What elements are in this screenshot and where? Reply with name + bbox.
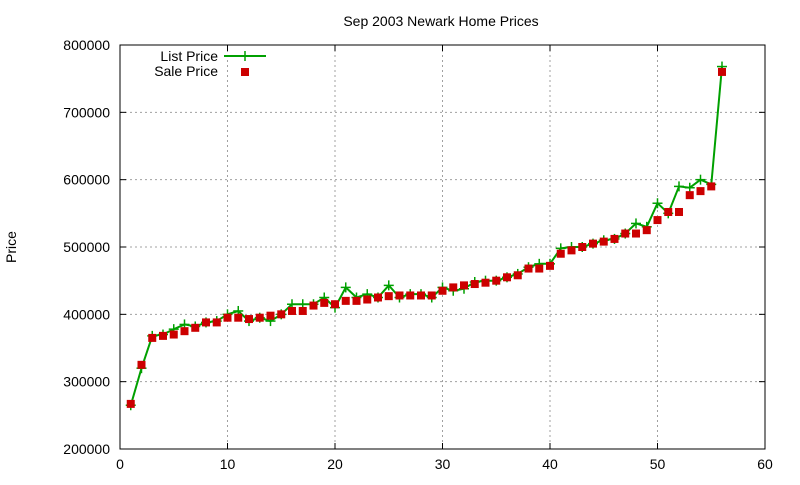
sale-price-point	[621, 229, 630, 238]
sale-price-point	[481, 278, 490, 287]
x-tick-label: 50	[650, 456, 666, 472]
sale-price-point	[374, 293, 382, 302]
sale-price-point	[137, 360, 146, 369]
list-price-point	[631, 218, 641, 229]
list-price-point	[340, 282, 351, 293]
sale-price-point	[180, 327, 189, 336]
legend-sale-price-label: Sale Price	[154, 63, 218, 79]
sale-price-point	[169, 330, 178, 339]
sale-price-point	[277, 310, 286, 319]
list-price-point	[674, 181, 684, 192]
sale-price-point	[449, 283, 458, 292]
sale-price-point	[642, 226, 651, 235]
sale-price-point	[148, 333, 157, 342]
sale-price-point	[309, 301, 318, 310]
sale-price-point	[632, 229, 640, 238]
sale-price-point	[363, 295, 372, 304]
sale-price-point	[567, 246, 576, 255]
sale-price-point	[352, 296, 361, 305]
sale-price-point	[159, 331, 167, 340]
sale-price-point	[718, 67, 726, 76]
y-tick-label: 400000	[63, 306, 110, 322]
sale-price-point	[288, 306, 296, 315]
sale-price-point	[685, 191, 694, 200]
sale-price-point	[298, 306, 307, 315]
sale-price-point	[664, 207, 673, 216]
y-tick-label: 600000	[63, 172, 110, 188]
sale-price-point	[696, 187, 705, 196]
sale-price-point	[503, 273, 511, 282]
sale-price-point	[546, 261, 554, 270]
sale-price-point	[126, 399, 135, 408]
list-price-point	[383, 280, 394, 291]
grid-lines	[120, 45, 765, 449]
x-tick-label: 30	[435, 456, 451, 472]
y-tick-label: 300000	[63, 374, 110, 390]
sale-price-point	[460, 281, 468, 290]
chart-title: Sep 2003 Newark Home Prices	[343, 13, 538, 29]
x-tick-label: 40	[542, 456, 558, 472]
legend-list-price-marker	[240, 51, 250, 61]
sale-price-point	[535, 264, 544, 273]
sale-price-point	[417, 291, 425, 300]
sale-price-point	[513, 271, 522, 280]
sale-price-point	[438, 286, 447, 295]
sale-price-point	[202, 318, 210, 327]
sale-price-point	[707, 182, 716, 191]
x-tick-label: 60	[757, 456, 773, 472]
list-price-point	[652, 198, 663, 209]
sale-price-point	[395, 291, 404, 300]
list-price-point	[695, 174, 706, 185]
sale-price-point	[599, 237, 608, 246]
sale-price-point	[384, 292, 393, 301]
axes: 0 10 20 30 40 50 60 200000 300000 400000 500000 600…	[63, 37, 773, 472]
legend: List Price Sale Price	[154, 48, 266, 79]
y-tick-label: 200000	[63, 441, 110, 457]
sale-price-point	[191, 323, 200, 332]
sale-price-point	[589, 239, 597, 248]
y-tick-label: 500000	[63, 239, 110, 255]
sale-price-point	[524, 264, 533, 273]
y-tick-label: 700000	[63, 104, 110, 120]
sale-price-point	[470, 280, 479, 289]
sale-price-point	[234, 313, 243, 322]
sale-price-point	[245, 315, 253, 324]
sale-price-point	[331, 300, 339, 309]
sale-price-point	[556, 249, 565, 258]
x-tick-label: 20	[327, 456, 343, 472]
sale-price-point	[492, 276, 501, 285]
sale-price-point	[675, 207, 683, 216]
data-series	[125, 61, 727, 411]
sale-price-point	[406, 291, 415, 300]
sale-price-point	[427, 291, 436, 300]
x-tick-label: 0	[116, 456, 124, 472]
sale-price-point	[212, 318, 221, 327]
y-tick-label: 800000	[63, 37, 110, 53]
legend-list-price-label: List Price	[160, 48, 218, 64]
sale-price-point	[610, 234, 619, 243]
sale-price-point	[266, 311, 275, 320]
sale-price-point	[341, 296, 350, 305]
legend-sale-price-marker	[241, 68, 249, 76]
legend-sale-price-swatch	[241, 68, 249, 76]
x-tick-label: 10	[220, 456, 236, 472]
legend-list-price-swatch	[224, 51, 266, 61]
sale-price-point	[223, 313, 232, 322]
list-price-point	[684, 182, 695, 193]
sale-price-point	[578, 243, 587, 251]
sale-price-point	[320, 298, 329, 307]
sale-price-point	[653, 216, 662, 225]
sale-price-point	[255, 313, 264, 322]
y-axis-label: Price	[3, 231, 19, 263]
